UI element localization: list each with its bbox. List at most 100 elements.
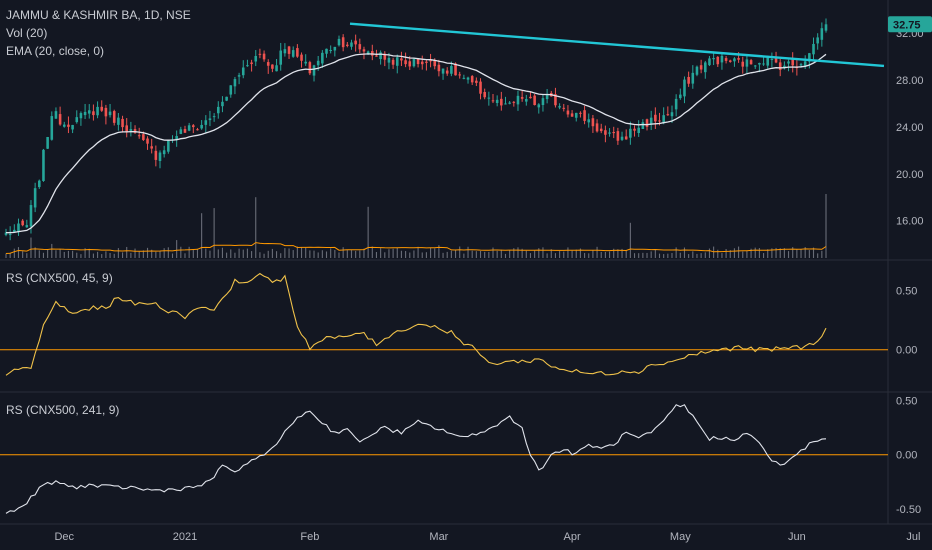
candle-body[interactable]: [167, 140, 170, 152]
candle-body[interactable]: [296, 48, 299, 57]
candle-body[interactable]: [237, 75, 241, 77]
candle-body[interactable]: [637, 127, 640, 134]
candle-body[interactable]: [8, 234, 12, 236]
candle-body[interactable]: [583, 110, 586, 121]
candle-body[interactable]: [520, 97, 524, 99]
candle-body[interactable]: [666, 114, 670, 116]
candle-body[interactable]: [724, 58, 728, 61]
candle-body[interactable]: [745, 59, 749, 67]
candle-body[interactable]: [50, 116, 54, 140]
candle-body[interactable]: [737, 58, 740, 60]
candle-body[interactable]: [196, 129, 199, 131]
candle-body[interactable]: [121, 118, 124, 128]
candle-body[interactable]: [212, 116, 216, 118]
candle-body[interactable]: [429, 60, 432, 62]
candle-body[interactable]: [312, 65, 316, 76]
candle-body[interactable]: [366, 51, 370, 54]
candle-body[interactable]: [379, 52, 382, 60]
candle-body[interactable]: [749, 60, 753, 65]
candle-body[interactable]: [495, 99, 499, 103]
candle-body[interactable]: [433, 60, 437, 67]
candle-body[interactable]: [458, 74, 461, 76]
candle-body[interactable]: [192, 125, 195, 128]
candle-body[interactable]: [283, 49, 287, 54]
trendline[interactable]: [349, 22, 885, 68]
candle-body[interactable]: [483, 92, 486, 98]
candle-body[interactable]: [728, 60, 732, 62]
candle-body[interactable]: [525, 99, 528, 102]
candle-body[interactable]: [541, 98, 545, 106]
candle-body[interactable]: [104, 107, 108, 117]
candle-body[interactable]: [649, 117, 653, 125]
candle-body[interactable]: [770, 59, 774, 61]
candle-body[interactable]: [112, 111, 116, 123]
candle-body[interactable]: [258, 53, 262, 55]
candle-body[interactable]: [316, 60, 320, 66]
symbol-legend[interactable]: JAMMU & KASHMIR BA, 1D, NSE: [6, 8, 191, 23]
candle-body[interactable]: [712, 57, 715, 60]
candle-body[interactable]: [566, 110, 570, 115]
candle-body[interactable]: [25, 225, 29, 228]
candle-body[interactable]: [674, 98, 678, 110]
candle-body[interactable]: [462, 77, 466, 79]
candle-body[interactable]: [29, 205, 33, 227]
price-candles[interactable]: [4, 18, 828, 241]
candle-body[interactable]: [479, 81, 482, 94]
candle-body[interactable]: [400, 58, 403, 61]
candle-body[interactable]: [545, 94, 549, 100]
candle-body[interactable]: [629, 128, 632, 138]
candle-body[interactable]: [808, 53, 811, 62]
candle-body[interactable]: [96, 106, 99, 116]
candle-body[interactable]: [391, 59, 395, 65]
candle-body[interactable]: [154, 150, 158, 160]
candle-body[interactable]: [325, 48, 328, 54]
candle-body[interactable]: [46, 136, 49, 149]
candle-body[interactable]: [216, 106, 220, 114]
candle-body[interactable]: [354, 40, 357, 45]
candle-body[interactable]: [753, 65, 757, 67]
candle-body[interactable]: [300, 54, 303, 61]
candle-body[interactable]: [387, 57, 391, 63]
candle-body[interactable]: [337, 38, 341, 46]
candle-body[interactable]: [799, 64, 803, 66]
candle-body[interactable]: [437, 64, 441, 72]
rs45-legend[interactable]: RS (CNX500, 45, 9): [6, 271, 113, 286]
candle-body[interactable]: [703, 62, 707, 73]
candle-body[interactable]: [208, 118, 212, 121]
candle-body[interactable]: [87, 110, 91, 114]
candle-body[interactable]: [266, 62, 270, 66]
candle-body[interactable]: [321, 52, 324, 64]
rs45-line[interactable]: [5, 272, 827, 376]
candle-body[interactable]: [533, 95, 536, 106]
candle-body[interactable]: [670, 112, 674, 117]
candle-body[interactable]: [720, 55, 724, 63]
candle-body[interactable]: [333, 46, 337, 51]
candle-body[interactable]: [654, 114, 657, 122]
candle-body[interactable]: [183, 129, 187, 133]
candle-body[interactable]: [62, 124, 66, 127]
candle-body[interactable]: [150, 146, 153, 149]
ema-legend[interactable]: EMA (20, close, 0): [6, 44, 104, 59]
candle-body[interactable]: [33, 188, 37, 208]
candle-body[interactable]: [633, 128, 636, 131]
candle-body[interactable]: [716, 56, 720, 65]
candle-body[interactable]: [599, 128, 603, 132]
candle-body[interactable]: [100, 106, 104, 111]
candle-body[interactable]: [562, 107, 566, 109]
candle-body[interactable]: [470, 76, 474, 83]
candle-body[interactable]: [508, 102, 511, 104]
candle-body[interactable]: [641, 122, 645, 129]
candle-body[interactable]: [766, 57, 770, 66]
candle-body[interactable]: [812, 43, 815, 55]
candle-body[interactable]: [425, 61, 428, 63]
last-price-badge[interactable]: [888, 16, 932, 33]
candle-body[interactable]: [383, 53, 387, 60]
candle-body[interactable]: [645, 119, 649, 127]
candle-body[interactable]: [475, 80, 478, 83]
candle-body[interactable]: [445, 70, 449, 74]
candle-body[interactable]: [225, 96, 228, 101]
candle-body[interactable]: [504, 103, 507, 105]
candle-body[interactable]: [241, 67, 245, 76]
candle-body[interactable]: [762, 63, 765, 65]
